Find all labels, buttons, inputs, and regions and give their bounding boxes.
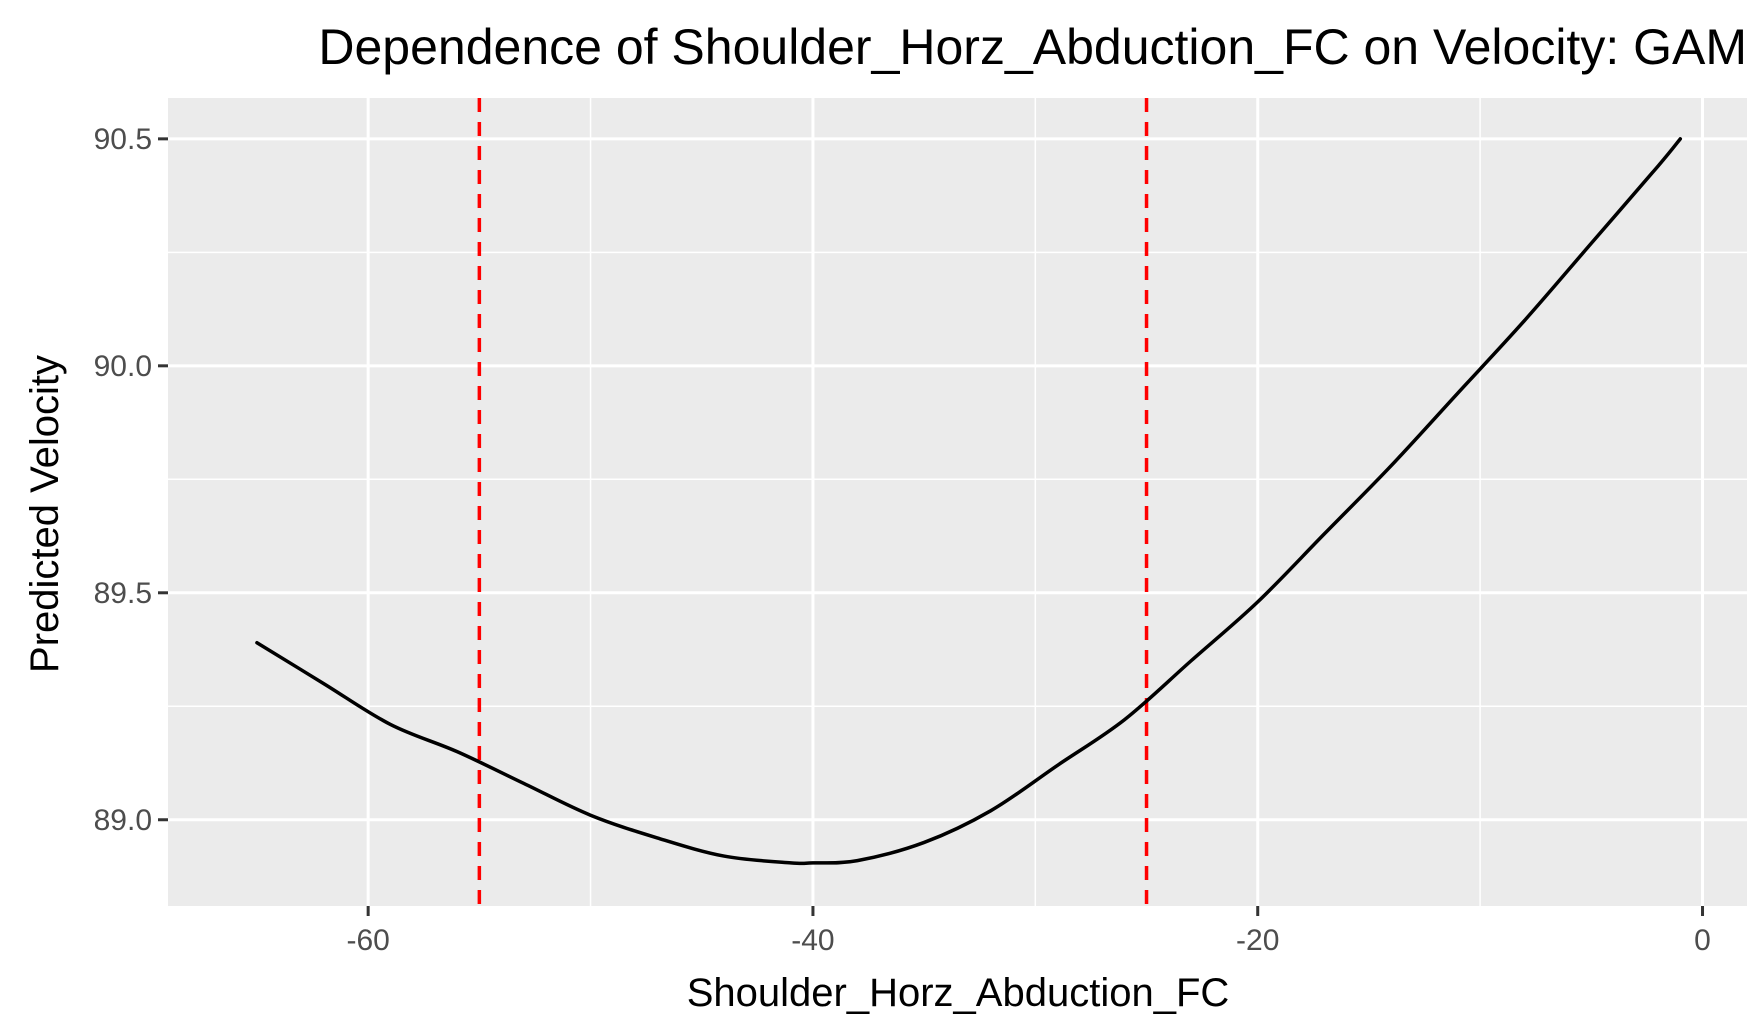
x-tick-label: -40: [791, 924, 834, 957]
reference-lines: [477, 98, 1149, 906]
minor-gridlines: [168, 98, 1747, 906]
x-tick-label: -20: [1236, 924, 1279, 957]
plot-panel-background: [168, 98, 1747, 906]
series-layer: [255, 137, 1683, 866]
y-tick-label: 90.5: [94, 123, 152, 156]
x-tick-label: -60: [346, 924, 389, 957]
y-tick-label: 90.0: [94, 350, 152, 383]
x-axis: -60 -40 -20 0: [346, 906, 1711, 957]
y-tick-label: 89.0: [94, 804, 152, 837]
series-line: [255, 137, 1683, 866]
y-axis-title: Predicted Velocity: [23, 355, 67, 673]
x-axis-title: Shoulder_Horz_Abduction_FC: [687, 971, 1230, 1015]
y-axis: 89.0 89.5 90.0 90.5: [94, 123, 168, 837]
y-tick-label: 89.5: [94, 577, 152, 610]
x-tick-label: 0: [1694, 924, 1711, 957]
chart-title: Dependence of Shoulder_Horz_Abduction_FC…: [318, 19, 1747, 75]
